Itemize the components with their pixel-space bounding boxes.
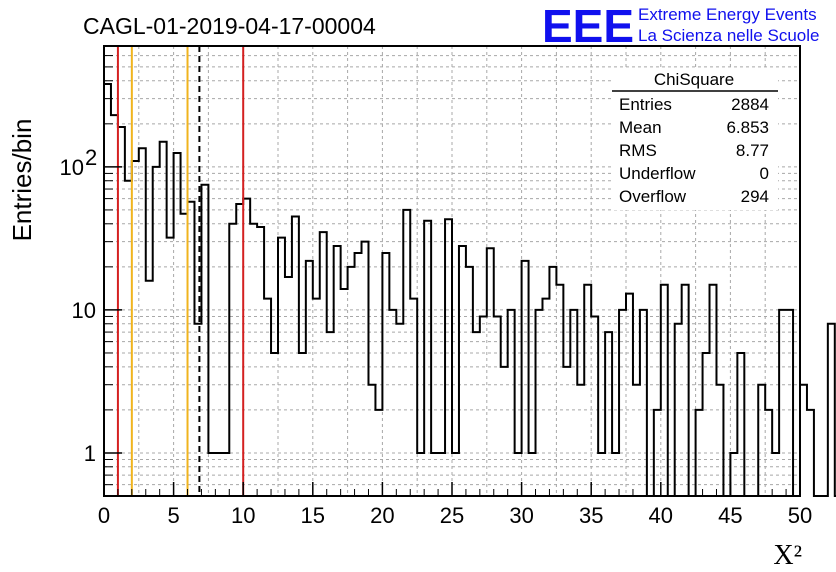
y-tick-label: 10 [72,298,96,323]
x-tick-label: 15 [301,503,325,528]
histogram-bin [181,214,188,496]
x-tick-label: 5 [167,503,179,528]
x-tick-label: 20 [370,503,394,528]
histogram-bin [104,84,111,496]
histogram-bin [153,167,160,496]
x-tick-label: 0 [98,503,110,528]
histogram-bin [619,310,626,496]
histogram-bin [250,224,257,496]
histogram-bin [480,316,487,496]
x-tick-label: 35 [579,503,603,528]
histogram-bin [800,385,807,496]
histogram-bin [466,267,473,496]
stats-row-value: 6.853 [726,118,769,137]
stats-row-label: Underflow [619,164,696,183]
histogram-bin [591,316,598,496]
histogram-bin [348,267,355,496]
histogram-bin [368,385,375,496]
histogram-bin [146,281,153,496]
x-tick-label: 30 [509,503,533,528]
histogram-bin [139,148,146,496]
x-axis-ticks: 0 5 10 15 20 25 30 35 40 45 50 [98,482,812,528]
histogram-bin [125,181,132,496]
y-tick-label: 10 [60,155,84,180]
stats-row-label: Mean [619,118,662,137]
histogram-bin [327,332,334,496]
x-axis-label: X² [773,540,802,571]
histogram-bin [229,224,236,496]
histogram-bin [570,310,577,496]
histogram-bin [320,232,327,496]
histogram-bin [549,267,556,496]
histogram-bin [118,127,125,496]
histogram-bin [271,353,278,496]
histogram-bin [292,216,299,496]
x-tick-label: 25 [440,503,464,528]
histogram-bin [132,161,139,496]
histogram-bin [334,246,341,496]
stats-row-value: 2884 [731,95,769,114]
x-tick-label: 40 [649,503,673,528]
y-axis-label: Entries/bin [7,119,37,242]
histogram-bin [487,248,494,496]
stats-row-label: Entries [619,95,672,114]
histogram-bin [703,353,710,496]
histogram-bin [341,289,348,496]
stats-row-value: 0 [760,164,769,183]
histogram-bin [501,367,508,496]
histogram-bin [758,385,765,496]
histogram-bin [786,310,793,496]
stats-box-title: ChiSquare [654,70,734,89]
chart-title: CAGL-01-2019-04-17-00004 [83,13,376,39]
histogram-bin [828,324,835,496]
histogram-bin [243,199,250,496]
logo: EEE Extreme Energy Events La Scienza nel… [542,0,819,52]
histogram-bin [494,316,501,496]
reference-lines [116,46,245,496]
histogram-bin [306,261,313,496]
logo-mark: EEE [542,0,634,52]
y-tick-label: 1 [84,441,96,466]
histogram-bin [737,353,744,496]
histogram-bin [111,115,118,496]
histogram-bin [299,353,306,496]
stats-row-value: 294 [741,187,769,206]
histogram-bin [577,385,584,496]
x-tick-label: 50 [788,503,812,528]
stats-row-label: RMS [619,141,657,160]
histogram-outline [103,82,836,497]
histogram-bin [201,185,208,496]
histogram-bin [236,204,243,496]
histogram-bin [522,261,529,496]
histogram-bin [779,310,786,496]
stats-row-label: Overflow [619,187,687,206]
histogram-bin [473,332,480,496]
histogram-bin [640,310,647,496]
histogram-bin [716,385,723,496]
stats-box: ChiSquare Entries 2884 Mean 6.853 RMS 8.77 Und… [612,68,778,210]
histogram-bars [103,82,836,497]
x-tick-label: 10 [231,503,255,528]
histogram-bin [174,153,181,496]
histogram-bin [807,410,814,496]
y-tick-label-exponent: 2 [85,145,97,170]
stats-row-value: 8.77 [736,141,769,160]
histogram-bin [445,219,452,496]
histogram-bin [424,221,431,496]
histogram-bin [508,310,515,496]
histogram-bin [459,246,466,496]
histogram-bin [605,332,612,496]
histogram-bin [633,385,640,496]
logo-line-1: Extreme Energy Events [638,5,817,24]
histogram-bin [536,310,543,496]
histogram-bin [362,242,369,496]
histogram-bin [563,367,570,496]
logo-line-2: La Scienza nelle Scuole [638,26,819,45]
histogram-bin [160,142,167,496]
histogram-bin [188,202,195,496]
x-tick-label: 45 [718,503,742,528]
histogram-bin [389,310,396,496]
